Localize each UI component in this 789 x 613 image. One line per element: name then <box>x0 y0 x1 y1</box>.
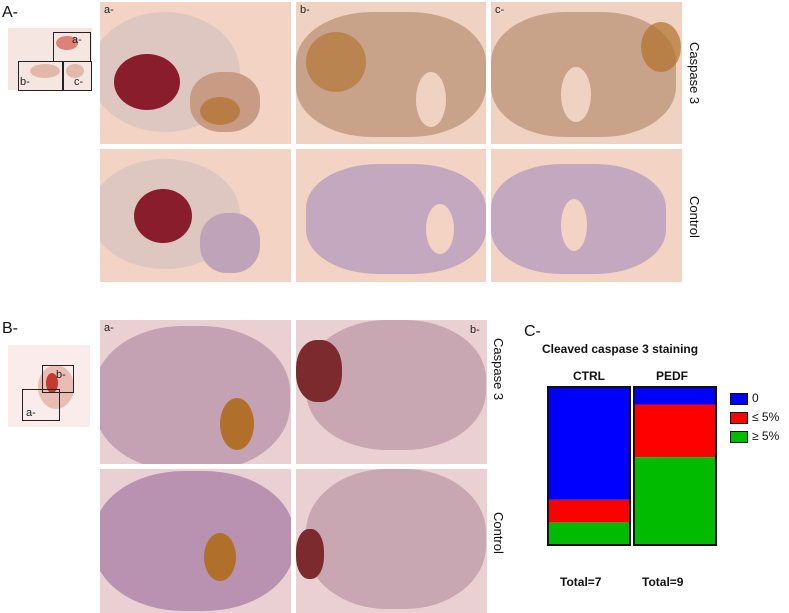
micrograph-label: a- <box>104 322 114 334</box>
micrograph-b-a-control <box>100 469 291 613</box>
thumbnail-label: a- <box>26 407 36 419</box>
micrograph-label: c- <box>495 4 505 16</box>
micrograph-label: b- <box>470 324 480 336</box>
legend-swatch-le5 <box>730 412 748 424</box>
chart-title: Cleaved caspase 3 staining <box>542 342 699 356</box>
thumbnail-tissue <box>46 373 58 393</box>
total-label-ctrl: Total=7 <box>560 575 602 589</box>
thumbnail-box-a <box>22 389 60 421</box>
stacked-bar-chart <box>547 386 717 546</box>
row-label-caspase3-a: Caspase 3 <box>687 42 702 105</box>
bar-ctrl-segment-1 <box>548 499 630 523</box>
panel-a-letter: A- <box>2 4 18 21</box>
thumbnail-tissue <box>66 64 84 78</box>
bar-ctrl-segment-0 <box>548 387 630 500</box>
bar-pedf-segment-1 <box>634 404 716 458</box>
bar-ctrl-segment-2 <box>548 522 630 545</box>
legend-label-ge5: ≥ 5% <box>752 429 780 443</box>
legend-swatch-0 <box>730 393 748 405</box>
thumbnail-box-b <box>42 365 74 393</box>
micrograph-a-control <box>100 149 291 282</box>
thumbnail-label: b- <box>56 369 66 381</box>
row-label-control-a: Control <box>687 196 702 238</box>
micrograph-c-caspase: c- <box>491 2 682 144</box>
micrograph-b-caspase: b- <box>296 2 486 144</box>
panel-b-thumbnail: b- a- <box>8 345 90 427</box>
bar-pedf-segment-0 <box>634 387 716 405</box>
micrograph-a-caspase: a- <box>100 2 291 144</box>
legend-swatch-ge5 <box>730 431 748 443</box>
thumbnail-tissue <box>30 64 60 78</box>
thumbnail-label: b- <box>20 76 30 88</box>
thumbnail-tissue <box>56 36 78 50</box>
panel-b-letter: B- <box>2 320 18 337</box>
micrograph-label: a- <box>104 4 114 16</box>
bar-outline-ctrl <box>547 386 631 546</box>
panel-a-thumbnail: a- b- c- <box>8 28 92 91</box>
category-label-ctrl: CTRL <box>573 369 605 383</box>
panel-c-letter: C- <box>524 323 541 340</box>
thumbnail-label: c- <box>74 76 84 88</box>
micrograph-b-control <box>296 149 486 282</box>
micrograph-label: b- <box>300 4 310 16</box>
thumbnail-box-b <box>18 61 64 91</box>
micrograph-b-a-caspase: a- <box>100 320 291 464</box>
legend-label-0: 0 <box>752 391 759 405</box>
legend-label-le5: ≤ 5% <box>752 410 780 424</box>
category-label-pedf: PEDF <box>656 369 689 383</box>
bar-pedf-segment-2 <box>634 457 716 545</box>
row-label-control-b: Control <box>491 512 506 554</box>
total-label-pedf: Total=9 <box>642 575 684 589</box>
thumbnail-label: a- <box>72 34 82 46</box>
micrograph-b-b-caspase: b- <box>296 320 487 464</box>
micrograph-c-control <box>491 149 682 282</box>
row-label-caspase3-b: Caspase 3 <box>491 338 506 401</box>
micrograph-b-b-control <box>296 469 487 613</box>
bar-outline-pedf <box>633 386 717 546</box>
thumbnail-box-c <box>62 61 92 91</box>
